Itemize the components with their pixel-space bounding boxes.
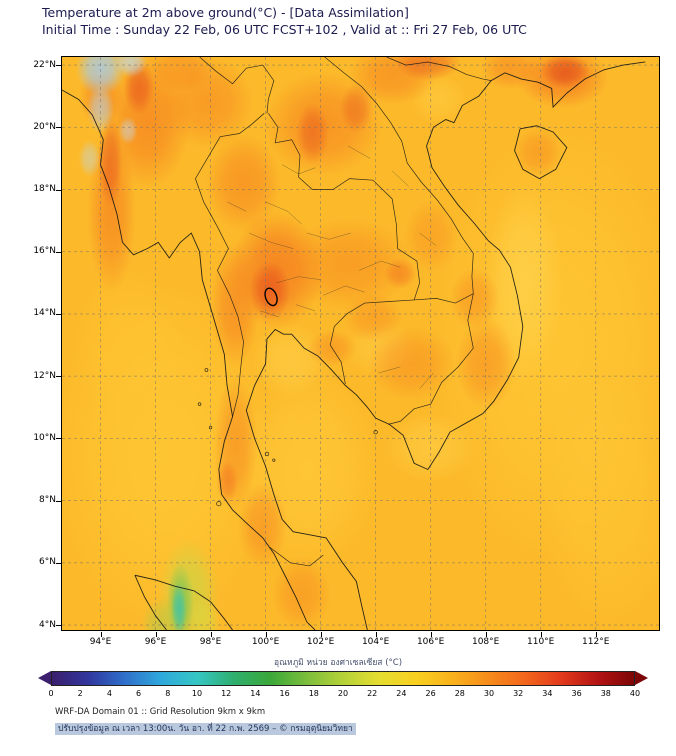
colorbar-tick-label: 26 — [425, 689, 436, 698]
lat-tick-mark — [56, 438, 61, 440]
lat-tick-label: 22°N — [33, 59, 56, 70]
lon-tick-mark — [155, 632, 157, 637]
lon-tick-label: 94°E — [89, 637, 112, 647]
lon-tick-mark — [540, 632, 542, 637]
lon-tick-label: 100°E — [251, 637, 280, 647]
lat-tick-label: 12°N — [33, 370, 56, 381]
lon-tick-mark — [595, 632, 597, 637]
colorbar-tick-label: 6 — [136, 689, 142, 698]
colorbar-tick-label: 28 — [454, 689, 465, 698]
colorbar-tick-label: 22 — [367, 689, 378, 698]
colorbar-tick-label: 32 — [513, 689, 524, 698]
map-title: Temperature at 2m above ground(°C) - [Da… — [42, 5, 409, 20]
lat-tick-mark — [56, 500, 61, 502]
lon-tick-label: 110°E — [527, 637, 555, 647]
lat-tick-mark — [56, 376, 61, 378]
lon-tick-mark — [320, 632, 322, 637]
colorbar-right-arrow — [635, 671, 648, 685]
lon-tick-mark — [485, 632, 487, 637]
colorbar-tick-label: 40 — [629, 689, 641, 698]
temperature-heatmap-canvas — [62, 57, 659, 630]
lon-tick-mark — [430, 632, 432, 637]
lon-tick-mark — [100, 632, 102, 637]
lon-tick-label: 102°E — [306, 637, 335, 647]
footer-update-text: ปรับปรุงข้อมูล ณ เวลา 13:00น. วัน อา. ที… — [55, 723, 356, 735]
colorbar-tick-label: 4 — [106, 689, 112, 698]
lon-tick-mark — [375, 632, 377, 637]
footer-model-info: WRF-DA Domain 01 :: Grid Resolution 9km … — [55, 707, 266, 717]
colorbar-gradient — [51, 671, 635, 686]
colorbar-tick-label: 0 — [48, 689, 54, 698]
lat-tick-label: 16°N — [33, 246, 56, 257]
lon-tick-label: 106°E — [416, 637, 445, 647]
colorbar-tick-label: 30 — [483, 689, 495, 698]
lon-tick-label: 96°E — [144, 637, 167, 647]
lat-tick-label: 14°N — [33, 308, 56, 319]
lon-tick-label: 98°E — [199, 637, 222, 647]
lat-tick-label: 8°N — [39, 495, 56, 506]
lat-tick-mark — [56, 313, 61, 315]
map-subtitle: Initial Time : Sunday 22 Feb, 06 UTC FCS… — [42, 22, 527, 37]
colorbar-tick-label: 8 — [165, 689, 171, 698]
colorbar-label: อุณหภูมิ หน่วย องศาเซลเซียส (°C) — [273, 658, 403, 668]
lat-tick-mark — [56, 189, 61, 191]
colorbar-tick-label: 24 — [396, 689, 407, 698]
colorbar-tick-label: 18 — [308, 689, 319, 698]
colorbar-tick-label: 36 — [571, 689, 582, 698]
lat-tick-mark — [56, 625, 61, 627]
colorbar-tick-label: 14 — [250, 689, 261, 698]
lat-tick-label: 10°N — [33, 432, 56, 443]
colorbar-tick-label: 38 — [600, 689, 611, 698]
lon-tick-label: 108°E — [471, 637, 500, 647]
colorbar-tick-label: 12 — [221, 689, 232, 698]
lon-tick-mark — [210, 632, 212, 637]
lat-tick-mark — [56, 65, 61, 67]
lat-tick-label: 4°N — [39, 619, 56, 630]
map-plot-area — [61, 56, 660, 631]
colorbar-tick-label: 2 — [77, 689, 83, 698]
footer-update-info: ปรับปรุงข้อมูล ณ เวลา 13:00น. วัน อา. ที… — [55, 721, 356, 735]
lon-tick-mark — [265, 632, 267, 637]
lat-tick-mark — [56, 251, 61, 253]
lat-tick-label: 20°N — [33, 121, 56, 132]
lat-tick-mark — [56, 562, 61, 564]
colorbar-tick-label: 20 — [337, 689, 349, 698]
colorbar-tick-label: 34 — [542, 689, 553, 698]
lat-tick-mark — [56, 127, 61, 129]
lon-tick-label: 112°E — [582, 637, 610, 647]
colorbar-left-arrow — [38, 671, 51, 685]
lat-tick-label: 18°N — [33, 184, 56, 195]
colorbar-tick-label: 10 — [191, 689, 203, 698]
lon-tick-label: 104°E — [361, 637, 390, 647]
colorbar — [38, 671, 648, 686]
lat-tick-label: 6°N — [39, 557, 56, 568]
colorbar-tick-label: 16 — [279, 689, 290, 698]
